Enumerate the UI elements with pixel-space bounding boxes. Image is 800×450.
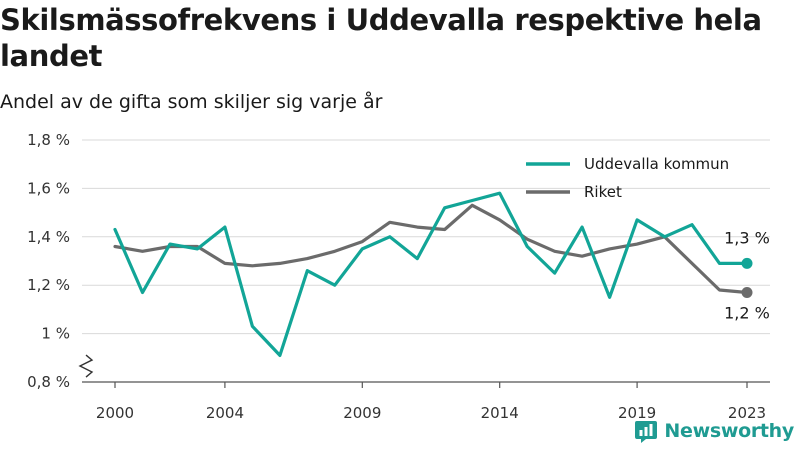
x-tick-label: 2014 — [481, 404, 519, 422]
y-tick-label: 0,8 % — [27, 373, 70, 391]
y-tick-label: 1 % — [41, 325, 70, 343]
x-tick-label: 2004 — [206, 404, 244, 422]
series — [113, 191, 753, 357]
x-tick-label: 2019 — [618, 404, 656, 422]
brand-name: Newsworthy — [664, 420, 794, 442]
y-tick-label: 1,6 % — [27, 179, 70, 197]
x-tick-label: 2009 — [343, 404, 381, 422]
legend-label: Riket — [584, 183, 622, 201]
grid — [82, 139, 770, 335]
end-label-riket: 1,2 % — [724, 303, 770, 322]
end-labels: 1,3 % 1,2 % — [724, 228, 770, 322]
series-line-riket — [113, 203, 749, 295]
series-end-point — [741, 286, 753, 298]
y-tick-label: 1,2 % — [27, 276, 70, 294]
end-label-uddevalla: 1,3 % — [724, 228, 770, 247]
newsworthy-logo: Newsworthy — [634, 418, 794, 444]
x-tick-label: 2023 — [728, 404, 766, 422]
axis-break-icon — [78, 354, 94, 378]
series-end-point — [741, 257, 753, 269]
y-tick-label: 1,4 % — [27, 228, 70, 246]
legend-label: Uddevalla kommun — [584, 155, 729, 173]
axes: 0,8 % 1 % 1,2 % 1,4 % 1,6 % 1,8 % 2000 2004 2009… — [27, 131, 770, 422]
legend: Uddevalla kommun Riket — [526, 155, 729, 201]
series-line-uddevalla — [113, 191, 749, 357]
chart-title: Skilsmässofrekvens i Uddevalla respektiv… — [0, 3, 762, 73]
chart-subtitle: Andel av de gifta som skiljer sig varje … — [0, 91, 383, 113]
bar-chart-logo-icon — [635, 421, 658, 443]
y-tick-label: 1,8 % — [27, 131, 70, 149]
x-tick-label: 2000 — [96, 404, 134, 422]
